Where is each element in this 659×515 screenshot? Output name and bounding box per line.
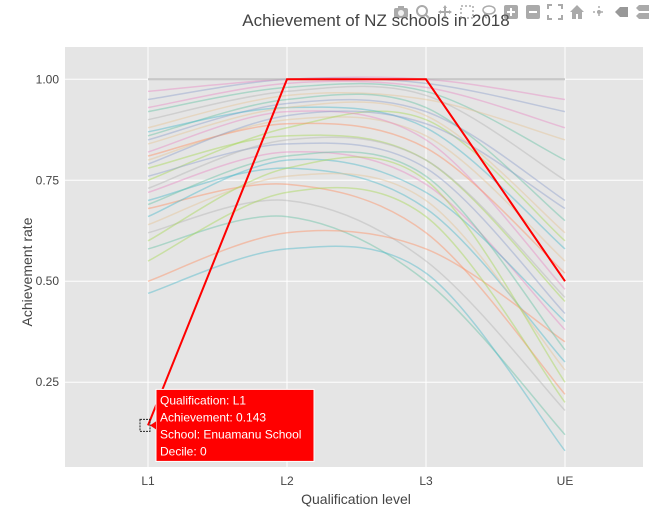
home-icon[interactable] bbox=[569, 4, 585, 20]
background-series-line bbox=[147, 156, 566, 383]
spike-lines-icon[interactable] bbox=[591, 4, 607, 20]
x-tick-label: L2 bbox=[280, 474, 294, 488]
highlighted-series-line[interactable] bbox=[147, 78, 566, 426]
background-series-line bbox=[147, 80, 566, 129]
background-series-line bbox=[147, 199, 566, 411]
background-series-line bbox=[147, 110, 566, 210]
modebar bbox=[393, 4, 651, 20]
box-select-icon[interactable] bbox=[459, 4, 475, 20]
background-series-line bbox=[147, 101, 566, 234]
zoom-out-icon[interactable] bbox=[525, 4, 541, 20]
hover-closest-icon[interactable] bbox=[613, 4, 629, 20]
background-series-line bbox=[147, 85, 566, 181]
background-series-line bbox=[147, 116, 566, 262]
background-series-line bbox=[147, 215, 566, 436]
tooltip-pointer bbox=[150, 421, 156, 430]
y-axis-label: Achievement rate bbox=[19, 217, 35, 326]
background-series-line bbox=[147, 93, 566, 222]
zoom-icon[interactable] bbox=[415, 4, 431, 20]
background-series-line bbox=[147, 122, 566, 274]
background-series-line bbox=[147, 136, 566, 298]
background-series-line bbox=[147, 167, 566, 363]
background-series-line bbox=[147, 245, 566, 452]
tooltip-line: School: Enuamanu School bbox=[160, 427, 301, 441]
background-series-line bbox=[147, 77, 566, 113]
background-series-line bbox=[147, 229, 566, 343]
camera-icon[interactable] bbox=[393, 4, 409, 20]
background-series-line bbox=[147, 106, 566, 250]
x-axis-ticks: L1 L2 L3 UE bbox=[141, 474, 573, 488]
background-series-line bbox=[147, 186, 566, 403]
background-series-line bbox=[147, 183, 566, 395]
y-axis-ticks: 0.25 0.50 0.75 1.00 bbox=[36, 72, 60, 389]
y-tick-label: 0.75 bbox=[36, 173, 60, 187]
background-series-line bbox=[147, 151, 566, 331]
y-tick-label: 0.25 bbox=[36, 375, 60, 389]
background-series-line bbox=[147, 172, 566, 371]
background-series-line bbox=[147, 110, 566, 242]
x-tick-label: L3 bbox=[419, 474, 433, 488]
background-series-line bbox=[147, 98, 566, 202]
background-series-line bbox=[147, 142, 566, 315]
chart-title: Achievement of NZ schools in 2018 bbox=[242, 11, 509, 30]
hover-compare-icon[interactable] bbox=[635, 4, 651, 20]
x-axis-label: Qualification level bbox=[301, 491, 411, 507]
hover-tooltip: Qualification: L1 Achievement: 0.143 Schoo… bbox=[150, 388, 315, 462]
background-series-lines bbox=[147, 76, 566, 452]
zoom-in-icon[interactable] bbox=[503, 4, 519, 20]
background-series-line bbox=[147, 151, 566, 351]
autoscale-icon[interactable] bbox=[547, 4, 563, 20]
lasso-select-icon[interactable] bbox=[481, 4, 497, 20]
tooltip-line: Achievement: 0.143 bbox=[160, 410, 266, 424]
background-series-line bbox=[147, 76, 566, 101]
x-tick-label: L1 bbox=[141, 474, 155, 488]
background-series-line bbox=[147, 158, 566, 323]
background-series-line bbox=[147, 110, 566, 290]
tooltip-line: Qualification: L1 bbox=[160, 393, 246, 407]
pan-icon[interactable] bbox=[437, 4, 453, 20]
tooltip-box bbox=[155, 388, 315, 462]
background-series-line bbox=[147, 91, 566, 141]
y-tick-label: 1.00 bbox=[36, 72, 60, 86]
x-tick-label: UE bbox=[557, 474, 574, 488]
background-series-line bbox=[147, 134, 566, 302]
tooltip-line: Decile: 0 bbox=[160, 444, 207, 458]
y-tick-label: 0.50 bbox=[36, 274, 60, 288]
background-series-line bbox=[147, 82, 566, 161]
